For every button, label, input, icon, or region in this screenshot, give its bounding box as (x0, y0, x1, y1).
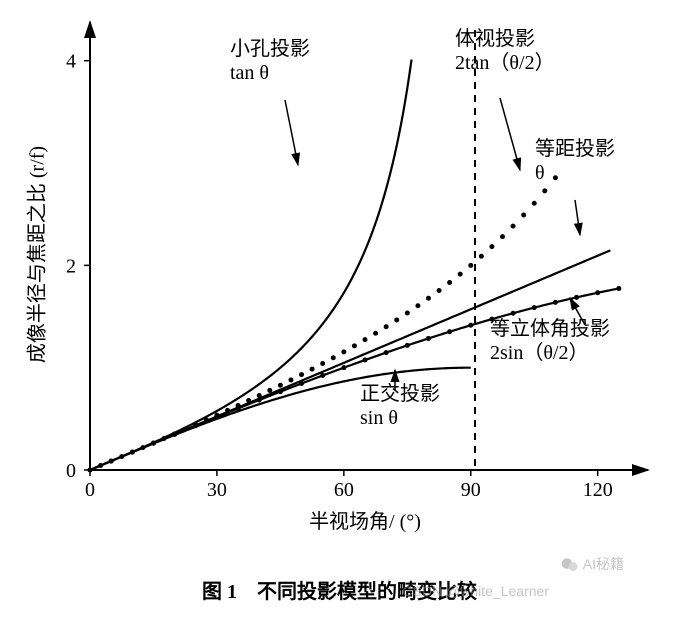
curve-stereo-dot (310, 367, 315, 372)
curve-stereo-dot (542, 188, 547, 193)
figure-caption: 图 1 不同投影模型的畸变比较 (0, 575, 679, 604)
anno-pinhole-l1: 小孔投影 (230, 37, 310, 60)
curve-equisolid-dot (257, 398, 262, 403)
y-tick-label: 4 (66, 51, 76, 73)
curve-equisolid-dot (384, 350, 389, 355)
curve-equisolid-dot (426, 336, 431, 341)
watermark-ai: AI秘籍 (561, 554, 624, 574)
x-tick-label: 90 (461, 479, 481, 501)
anno-equisolid-l2: 2sin（θ/2） (490, 341, 588, 364)
chart-container: 0 30 60 90 120 0 2 4 半视场角/ (°) 小孔投影tan θ 体视投影2tan（… (0, 0, 679, 624)
curve-stereo-dot (468, 263, 473, 268)
x-tick-label: 60 (334, 479, 354, 501)
curve-stereo-dot (288, 377, 293, 382)
y-axis-label: 成像半径与焦距之比 (r/f) (21, 130, 50, 380)
curve-stereo-dot (352, 343, 357, 348)
curve-stereo-dot (384, 324, 389, 329)
anno-equidist-arrow (575, 200, 580, 235)
wechat-icon (561, 556, 579, 574)
curve-stereo-dot (394, 317, 399, 322)
curve-stereo-dot (320, 361, 325, 366)
watermark-ai-text: AI秘籍 (583, 556, 624, 572)
curve-stereo-dot (363, 337, 368, 342)
anno-ortho-l2: sin θ (360, 407, 398, 429)
anno-ortho-l1: 正交投影 (360, 382, 440, 405)
curve-stereo-dot (553, 175, 558, 180)
curve-stereo-dot (415, 303, 420, 308)
curve-stereo-dot (437, 288, 442, 293)
x-tick-label: 0 (85, 479, 95, 501)
anno-stereo-l2: 2tan（θ/2） (455, 51, 555, 74)
curve-equisolid-dot (341, 365, 346, 370)
curve-equisolid-dot (616, 286, 621, 291)
curve-stereo-dot (267, 388, 272, 393)
curve-stereo-dot (341, 349, 346, 354)
x-axis-label: 半视场角/ (°) (309, 510, 421, 533)
curve-equisolid-dot (553, 300, 558, 305)
curve-stereo-dot (405, 310, 410, 315)
curve-equisolid-dot (278, 389, 283, 394)
y-tick-label: 2 (66, 255, 76, 277)
curve-equisolid-dot (574, 295, 579, 300)
curve-stereo-dot (479, 254, 484, 259)
anno-equidist-l1: 等距投影 (535, 137, 615, 160)
anno-pinhole-arrow (285, 100, 298, 165)
curve-stereo-dot (521, 213, 526, 218)
curve-stereo-dot (500, 234, 505, 239)
curve-stereo-dot (458, 272, 463, 277)
curve-equisolid-dot (320, 373, 325, 378)
chart-svg: 0 30 60 90 120 0 2 4 半视场角/ (°) 小孔投影tan θ 体视投影2tan（… (0, 0, 679, 624)
x-tick-label: 120 (583, 479, 613, 501)
curve-stereo-dot (299, 372, 304, 377)
curve-equisolid-dot (468, 323, 473, 328)
watermark-csdn: CSDN @white_Learner (403, 583, 550, 599)
anno-pinhole-l2: tan θ (230, 62, 269, 84)
anno-equidist-l2: θ (535, 162, 545, 184)
curve-equisolid-dot (511, 311, 516, 316)
curve-equisolid-dot (532, 305, 537, 310)
curve-stereo-dot (532, 201, 537, 206)
curve-equisolid-dot (447, 329, 452, 334)
anno-stereo-l1: 体视投影 (455, 27, 535, 50)
curve-equisolid-dot (405, 343, 410, 348)
curve-stereo-dot (373, 331, 378, 336)
curve-stereo-dot (489, 244, 494, 249)
curve-stereo-dot (511, 224, 516, 229)
anno-equisolid-l1: 等立体角投影 (490, 317, 610, 340)
curve-stereo-dot (331, 355, 336, 360)
anno-stereo-arrow (500, 98, 520, 170)
curve-stereo-dot (426, 296, 431, 301)
y-tick-label: 0 (66, 460, 76, 482)
curve-equisolid-dot (595, 290, 600, 295)
curve-stereo-dot (447, 280, 452, 285)
curve-stereo-dot (278, 383, 283, 388)
x-tick-label: 30 (207, 479, 227, 501)
curve-equisolid-dot (363, 358, 368, 363)
curve-equisolid-dot (299, 381, 304, 386)
